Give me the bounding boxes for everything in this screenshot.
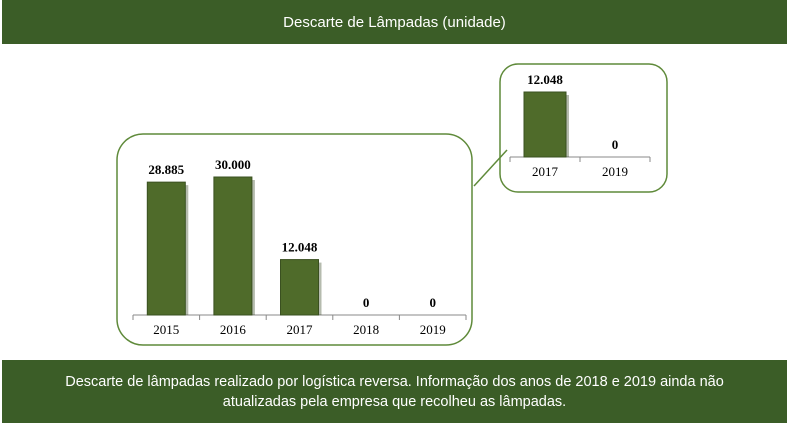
chart-title-band: Descarte de Lâmpadas (unidade) xyxy=(2,0,787,44)
footnote-text: Descarte de lâmpadas realizado por logís… xyxy=(65,373,724,410)
inset-chart: 12.048 2017 0 2019 xyxy=(509,72,651,179)
main-bar-2015 xyxy=(146,181,186,316)
main-bar-2016 xyxy=(213,176,253,316)
main-data-label-2018: 0 xyxy=(363,295,370,310)
main-data-label-2016: 30.000 xyxy=(215,157,251,172)
main-chart: 28.885 2015 30.000 2016 12.048 2017 0 2018 0 2019 xyxy=(132,157,467,337)
main-tick-label-2018: 2018 xyxy=(353,322,379,337)
footnote-band: Descarte de lâmpadas realizado por logís… xyxy=(2,360,787,423)
main-data-label-2015: 28.885 xyxy=(148,162,184,177)
main-tick-label-2015: 2015 xyxy=(153,322,179,337)
chart-area: 28.885 2015 30.000 2016 12.048 2017 0 2018 0 2019… xyxy=(116,63,668,346)
inset-tick-label-2017: 2017 xyxy=(532,164,559,179)
inset-bar-2017 xyxy=(523,91,567,158)
main-tick-label-2019: 2019 xyxy=(420,322,446,337)
chart-title: Descarte de Lâmpadas (unidade) xyxy=(283,13,506,31)
main-data-label-2019: 0 xyxy=(429,295,436,310)
inset-data-label-2017: 12.048 xyxy=(527,72,563,87)
inset-data-label-2019: 0 xyxy=(612,137,619,152)
main-data-label-2017: 12.048 xyxy=(282,240,318,255)
main-chart-frame xyxy=(116,133,473,346)
inset-chart-frame xyxy=(499,63,668,193)
main-bar-2017 xyxy=(280,259,319,316)
inset-connector-line xyxy=(473,149,508,187)
inset-tick-label-2019: 2019 xyxy=(602,164,628,179)
main-tick-label-2017: 2017 xyxy=(287,322,314,337)
main-tick-label-2016: 2016 xyxy=(220,322,247,337)
